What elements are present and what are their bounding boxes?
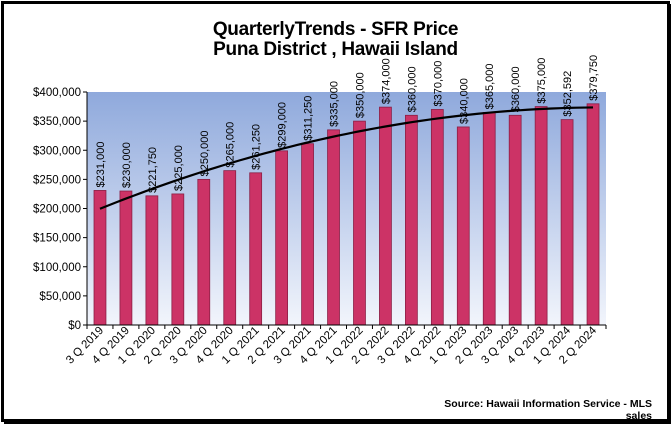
chart-title: QuarterlyTrends - SFR Price (212, 19, 459, 40)
bar-11 (379, 106, 392, 326)
data-label: $335,000 (329, 81, 341, 127)
bar-18 (560, 119, 574, 326)
y-tick-label: $250,000 (33, 174, 81, 186)
data-label: $221,750 (147, 147, 159, 193)
bar-17 (534, 106, 548, 326)
bar-6 (249, 172, 263, 326)
trend-line (99, 106, 594, 210)
bar-14 (456, 126, 470, 326)
y-tick-label: $50,000 (39, 291, 81, 303)
bar-7 (275, 150, 289, 326)
bar-5 (223, 170, 237, 326)
bar-9 (327, 129, 340, 326)
bar-2 (145, 195, 159, 326)
bar-8 (301, 143, 314, 326)
data-label: $225,000 (173, 145, 185, 191)
data-label: $261,250 (251, 124, 263, 170)
bar-19 (586, 103, 600, 326)
data-label: $365,000 (484, 63, 496, 109)
bar-16 (508, 114, 522, 326)
bar-0 (93, 190, 107, 326)
data-label: $340,000 (458, 78, 470, 124)
bar-3 (171, 193, 185, 326)
y-tick-label: $400,000 (33, 87, 81, 99)
data-label: $265,000 (225, 122, 237, 168)
data-label: $379,750 (588, 55, 600, 101)
data-label: $311,250 (303, 96, 315, 141)
bar-10 (353, 120, 366, 326)
data-label: $370,000 (432, 61, 444, 107)
bar-1 (119, 190, 133, 326)
data-label: $360,000 (510, 66, 522, 112)
data-label: $360,000 (406, 66, 418, 112)
bar-4 (197, 178, 211, 326)
data-label: $375,000 (536, 58, 548, 104)
y-tick-label: $150,000 (33, 233, 81, 245)
y-tick-label: $300,000 (33, 145, 81, 157)
bar-13 (430, 109, 444, 326)
y-tick-label: $0 (68, 320, 81, 332)
chart-subtitle: Puna District , Hawaii Island (213, 39, 458, 60)
source-note: Source: Hawaii Information Service - MLS… (444, 398, 652, 422)
y-tick-label: $350,000 (33, 116, 81, 128)
plot-area (87, 92, 606, 325)
data-label: $250,000 (199, 130, 211, 176)
data-label: $299,000 (277, 102, 289, 148)
data-label: $350,000 (354, 72, 366, 118)
data-label: $352,592 (562, 71, 574, 117)
data-label: $231,000 (95, 142, 107, 188)
bar-15 (482, 111, 496, 326)
y-tick-label: $200,000 (33, 204, 81, 216)
y-tick-label: $100,000 (33, 262, 81, 274)
data-label: $230,000 (121, 142, 133, 188)
bar-12 (405, 114, 418, 326)
data-label: $374,000 (380, 58, 392, 104)
